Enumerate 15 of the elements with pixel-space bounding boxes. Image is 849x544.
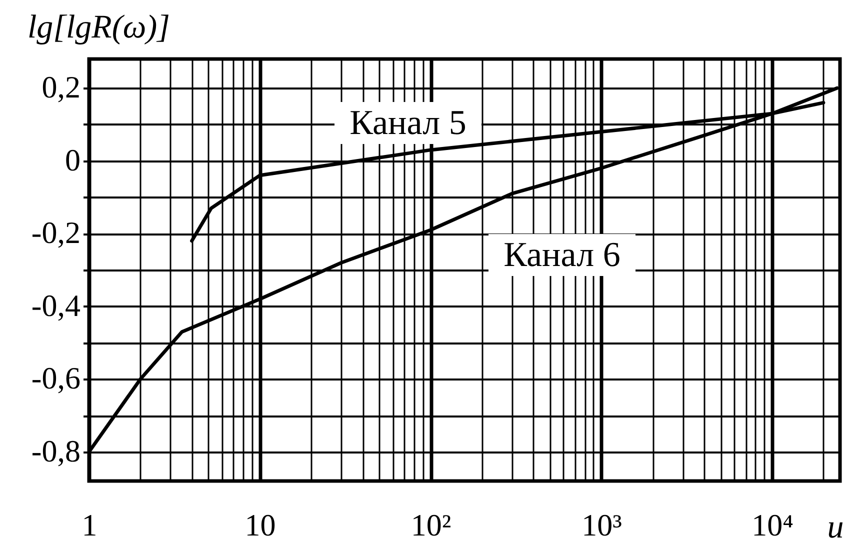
x-tick-label: 10⁴ (752, 508, 794, 542)
x-tick-label: 1 (82, 508, 98, 542)
y-tick-label: -0,4 (31, 288, 81, 323)
y-tick-label: -0,2 (31, 215, 80, 250)
x-tick-label: 10 (244, 508, 276, 542)
series-label: Канал 5 (350, 103, 466, 142)
y-tick-label: -0,6 (31, 360, 80, 396)
y-tick-label: 0 (65, 142, 80, 178)
y-tick-label: -0,8 (31, 433, 80, 468)
x-tick-label: 10² (410, 508, 452, 542)
x-tick-label: 10³ (582, 508, 622, 542)
y-axis-title: lg[lgR(ω)] (28, 10, 170, 46)
x-axis-title: u (827, 510, 844, 544)
series-label: Канал 6 (504, 235, 620, 274)
y-tick-label: 0,2 (42, 70, 80, 105)
